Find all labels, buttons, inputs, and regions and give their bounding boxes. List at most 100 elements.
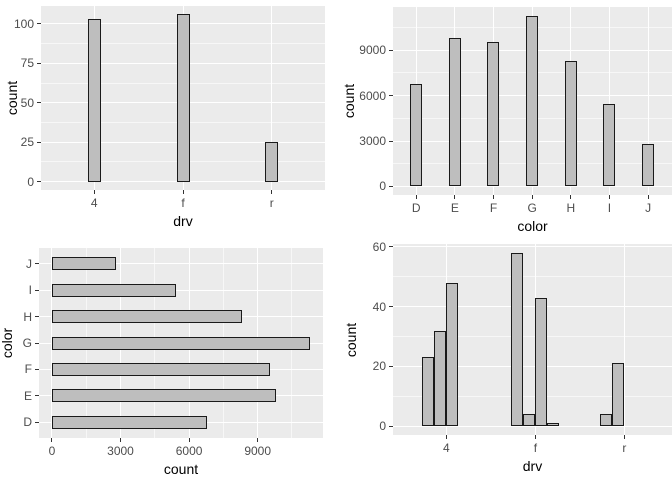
y-tick-label: 3000 xyxy=(359,134,386,149)
bar-H xyxy=(51,310,242,324)
tick-mark xyxy=(389,246,393,248)
x-tick-label: D xyxy=(411,201,421,215)
y-tick-label: 50 xyxy=(20,95,34,110)
tick-mark xyxy=(623,435,625,439)
y-tick-label: 0 xyxy=(379,419,386,434)
bar-F xyxy=(487,42,500,187)
tick-mark xyxy=(389,140,393,142)
tick-mark xyxy=(51,438,53,442)
tick-mark xyxy=(445,435,447,439)
tick-mark xyxy=(35,316,39,318)
x-axis-title: count xyxy=(163,461,199,477)
y-axis-title: count xyxy=(343,322,359,357)
tick-mark xyxy=(570,195,572,199)
y-tick-label: D xyxy=(23,415,32,430)
tick-mark xyxy=(120,438,121,442)
bar-I xyxy=(51,283,176,297)
gridline-major xyxy=(39,263,323,265)
x-axis-title: color xyxy=(517,218,548,234)
tick-mark xyxy=(647,195,649,199)
gridline-minor xyxy=(393,395,672,397)
tick-mark xyxy=(35,263,39,265)
tick-mark xyxy=(257,438,259,442)
y-tick-label: J xyxy=(26,256,32,271)
x-tick-label: G xyxy=(527,201,537,215)
tick-mark xyxy=(389,365,393,367)
x-tick-label: J xyxy=(645,201,652,215)
gridline-major xyxy=(393,425,672,427)
y-tick-label: 40 xyxy=(372,299,386,314)
tick-mark xyxy=(35,395,39,397)
bar-H xyxy=(564,60,577,187)
bar-f-2 xyxy=(535,297,548,427)
gridline-major xyxy=(647,7,649,195)
bar-f-3 xyxy=(547,423,560,427)
bar-J xyxy=(51,257,117,271)
y-tick-label: 60 xyxy=(372,239,386,254)
y-axis-title: color xyxy=(0,327,15,359)
bar-I xyxy=(603,104,616,187)
x-tick-label: f xyxy=(181,196,185,210)
x-tick-label: r xyxy=(269,196,274,210)
tick-mark xyxy=(35,421,39,423)
bar-F xyxy=(51,362,271,376)
tick-mark xyxy=(389,306,393,308)
bar-4-1 xyxy=(434,330,447,427)
x-tick-label: E xyxy=(450,201,459,215)
tick-mark xyxy=(37,141,41,143)
bar-E xyxy=(448,38,461,187)
x-tick-label: 9000 xyxy=(244,444,272,458)
tick-mark xyxy=(608,195,610,199)
tick-mark xyxy=(454,195,456,199)
bar-4 xyxy=(87,19,101,182)
x-tick-label: 4 xyxy=(90,196,98,210)
bar-r-0 xyxy=(600,414,613,427)
bar-r-1 xyxy=(612,363,625,427)
tick-mark xyxy=(37,23,41,25)
y-tick-label: 100 xyxy=(13,16,34,31)
gridline-major xyxy=(608,7,610,195)
y-axis-title: count xyxy=(341,83,357,119)
tick-mark xyxy=(389,185,393,187)
x-tick-label: f xyxy=(533,441,538,455)
x-tick-label: 6000 xyxy=(175,444,203,458)
tick-mark xyxy=(534,435,536,439)
x-tick-label: r xyxy=(622,441,627,455)
gridline-minor xyxy=(393,276,672,278)
x-tick-label: 0 xyxy=(48,444,56,458)
tick-mark xyxy=(389,425,393,427)
gridline-major xyxy=(623,244,625,435)
bar-D xyxy=(51,415,207,429)
y-tick-label: F xyxy=(24,362,32,377)
x-tick-label: H xyxy=(566,201,576,215)
gridline-minor xyxy=(393,336,672,337)
tick-mark xyxy=(37,62,41,64)
bar-4-2 xyxy=(446,282,459,427)
y-tick-label: 20 xyxy=(372,359,386,374)
tick-mark xyxy=(35,368,39,370)
tick-mark xyxy=(389,49,393,51)
x-axis-title: drv xyxy=(522,458,543,474)
y-tick-label: 25 xyxy=(20,135,34,150)
tick-mark xyxy=(93,190,95,194)
x-tick-label: 4 xyxy=(443,441,450,455)
tick-mark xyxy=(35,289,39,291)
gridline-major xyxy=(393,246,672,248)
bar-G xyxy=(526,15,539,187)
bar-f-0 xyxy=(511,252,524,427)
gridline-major xyxy=(393,365,672,367)
x-tick-label: F xyxy=(489,201,498,215)
gridline-major xyxy=(393,306,672,308)
tick-mark xyxy=(531,195,533,199)
bar-4-0 xyxy=(422,357,435,427)
tick-mark xyxy=(37,181,41,183)
tick-mark xyxy=(182,190,184,194)
bar-D xyxy=(410,83,423,187)
x-tick-label: 3000 xyxy=(107,444,134,458)
bar-f-1 xyxy=(523,414,536,427)
y-tick-label: G xyxy=(22,336,32,351)
x-tick-label: I xyxy=(607,201,612,215)
y-axis-title: count xyxy=(4,80,20,116)
y-tick-label: 9000 xyxy=(359,43,386,58)
